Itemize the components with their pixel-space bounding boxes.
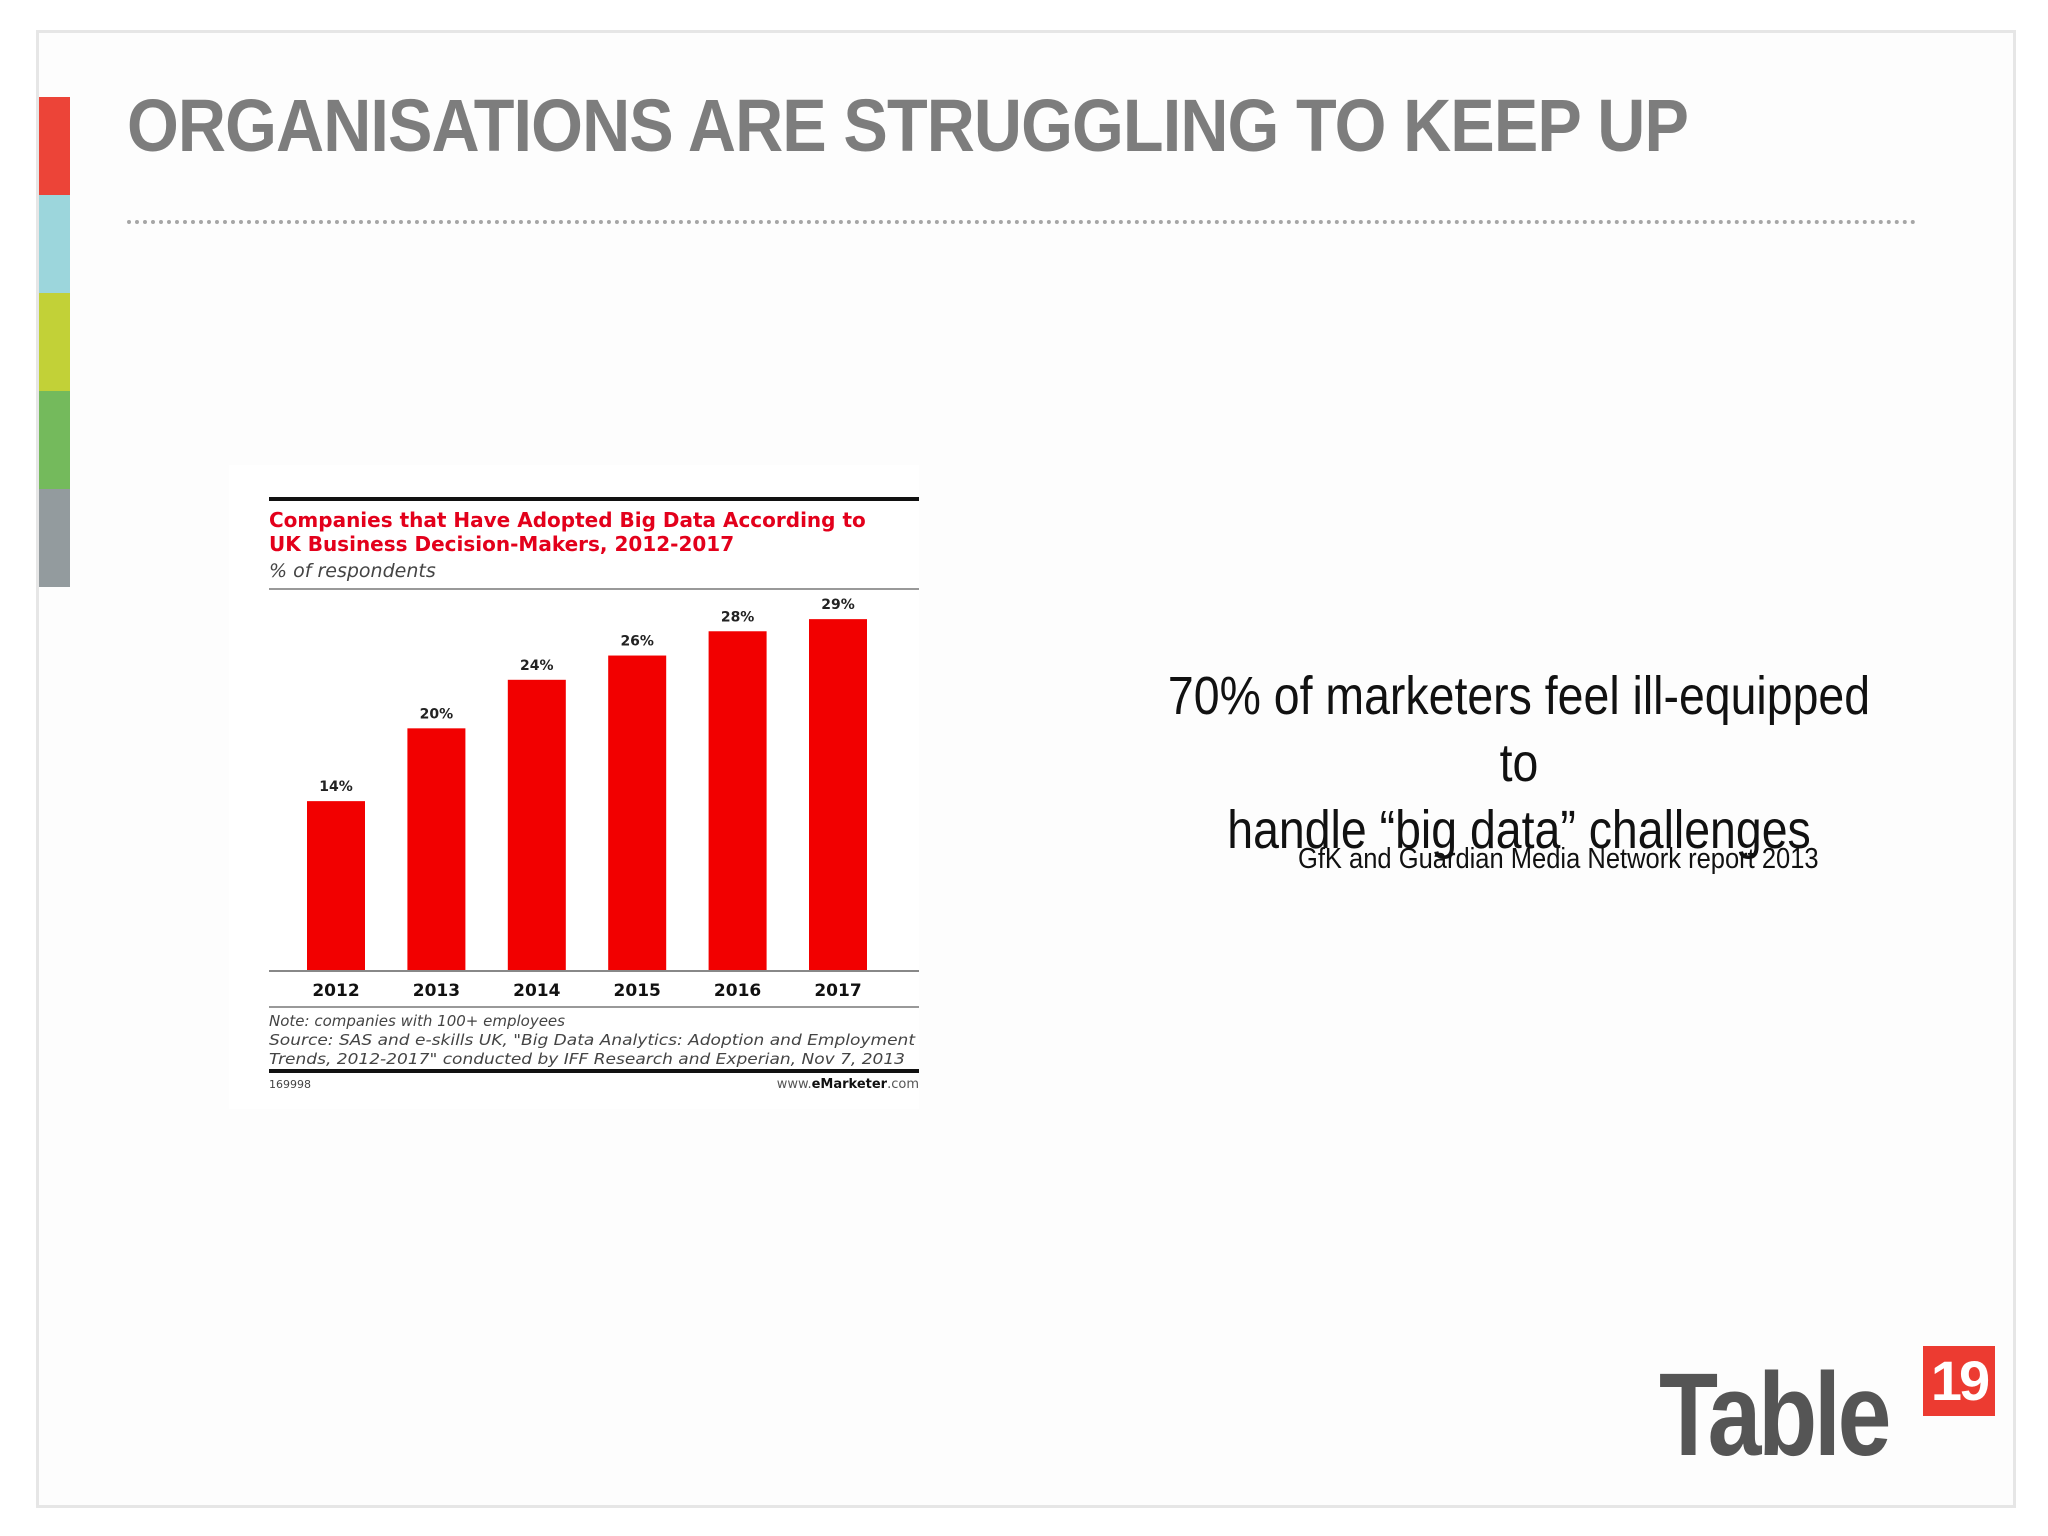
data-label-2012: 14%	[319, 779, 353, 795]
bar-chart: Companies that Have Adopted Big Data Acc…	[269, 497, 919, 1092]
chart-source-line2: Trends, 2012-2017" conducted by IFF Rese…	[269, 1050, 905, 1068]
data-label-2013: 20%	[420, 706, 454, 722]
quote-text: 70% of marketers feel ill-equipped to ha…	[1158, 663, 1880, 864]
bar-2014	[507, 679, 566, 971]
bar-2015	[608, 655, 667, 971]
logo-badge: 19	[1923, 1346, 1995, 1416]
data-label-2014: 24%	[520, 658, 554, 674]
data-label-2017: 29%	[821, 597, 855, 613]
chart-site-pre: www.	[777, 1077, 812, 1092]
quote-block: 70% of marketers feel ill-equipped to ha…	[1039, 663, 1939, 875]
chart-title-line2: UK Business Decision-Makers, 2012-2017	[269, 532, 734, 556]
logo-text: Table	[1659, 1349, 1891, 1481]
x-tick-2014: 2014	[513, 981, 560, 1001]
quote-line2: handle “big data” challenges	[1227, 800, 1811, 860]
bar-2016	[708, 631, 767, 971]
slide-title: ORGANISATIONS ARE STRUGGLING TO KEEP UP	[127, 84, 1689, 167]
chart-site: www.eMarketer.com	[777, 1077, 919, 1092]
title-divider	[127, 220, 1917, 224]
accent-swatch-cyan	[39, 195, 70, 293]
quote-source: GfK and Guardian Media Network report 20…	[1298, 843, 1819, 875]
chart-id: 169998	[269, 1078, 311, 1091]
accent-swatch-gray	[39, 489, 70, 587]
x-tick-2016: 2016	[714, 981, 761, 1001]
bar-2012	[307, 801, 365, 971]
data-label-2016: 28%	[721, 609, 755, 625]
x-tick-2015: 2015	[614, 981, 661, 1001]
chart-subtitle: % of respondents	[269, 560, 436, 582]
accent-swatch-green	[39, 391, 70, 489]
bars-group: 14% 2012 20% 2013 24% 2014 26% 2015 28% 2016 29% 20…	[307, 597, 867, 1001]
accent-color-bar	[39, 97, 70, 587]
chart-site-brand: eMarketer	[812, 1077, 888, 1092]
chart-site-post: .com	[887, 1077, 919, 1092]
table19-logo: Table 19	[1659, 1346, 1999, 1486]
chart-note: Note: companies with 100+ employees	[269, 1012, 565, 1030]
chart-panel: Companies that Have Adopted Big Data Acc…	[229, 465, 919, 1109]
chart-source-line1: Source: SAS and e-skills UK, "Big Data A…	[269, 1031, 916, 1049]
bar-2017	[809, 619, 867, 971]
chart-title-line1: Companies that Have Adopted Big Data Acc…	[269, 508, 866, 532]
x-tick-2012: 2012	[312, 981, 359, 1001]
data-label-2015: 26%	[620, 634, 654, 650]
x-tick-2017: 2017	[814, 981, 861, 1001]
x-tick-2013: 2013	[413, 981, 460, 1001]
slide: ORGANISATIONS ARE STRUGGLING TO KEEP UP …	[36, 30, 2016, 1508]
quote-line1: 70% of marketers feel ill-equipped to	[1167, 666, 1871, 793]
accent-swatch-red	[39, 97, 70, 195]
bar-2013	[407, 728, 466, 971]
accent-swatch-lime	[39, 293, 70, 391]
